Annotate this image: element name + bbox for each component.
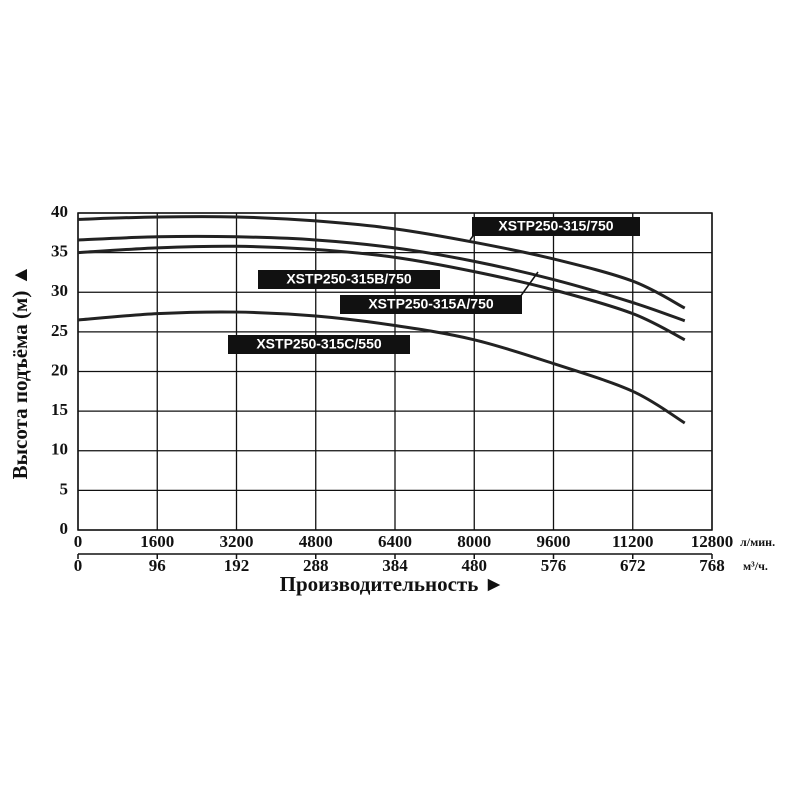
x2-tick-label: 0 xyxy=(74,556,83,575)
curve-label: XSTP250-315C/550 xyxy=(256,336,382,352)
x2-tick-label: 672 xyxy=(620,556,646,575)
y-tick-label: 15 xyxy=(51,400,68,419)
x2-tick-label: 192 xyxy=(224,556,250,575)
y-tick-label: 35 xyxy=(51,242,68,261)
curve xyxy=(77,244,686,342)
x2-tick-label: 576 xyxy=(541,556,567,575)
x-tick-label: 8000 xyxy=(457,532,491,551)
x2-tick-label: 96 xyxy=(149,556,166,575)
x-tick-label: 9600 xyxy=(537,532,571,551)
x-tick-label: 0 xyxy=(74,532,83,551)
curve-label: XSTP250-315B/750 xyxy=(286,271,412,287)
x-tick-label: 1600 xyxy=(140,532,174,551)
plot-frame xyxy=(77,212,713,531)
x-tick-label: 12800 xyxy=(691,532,734,551)
curve-label-box xyxy=(228,335,410,354)
x-tick-label: 11200 xyxy=(612,532,654,551)
x2-unit: м³/ч. xyxy=(743,559,768,573)
x-tick-label: 6400 xyxy=(378,532,412,551)
y-tick-label: 0 xyxy=(60,519,69,538)
curve xyxy=(77,310,686,425)
y-axis-title: Высота подъёма (м) ▲ xyxy=(8,265,32,480)
curve-label: XSTP250-315A/750 xyxy=(368,296,494,312)
y-tick-label: 25 xyxy=(51,321,68,340)
curve-label-box xyxy=(472,217,640,236)
x-unit: л/мин. xyxy=(740,535,775,549)
leader-line xyxy=(519,271,539,298)
x-tick-label: 4800 xyxy=(299,532,333,551)
x-axis-title: Производительность ► xyxy=(280,572,505,596)
y-tick-label: 20 xyxy=(51,360,68,379)
curve xyxy=(77,234,686,323)
curve-label: XSTP250-315/750 xyxy=(498,218,613,234)
curve-label-box xyxy=(258,270,440,289)
y-tick-label: 10 xyxy=(51,440,68,459)
x2-tick-label: 384 xyxy=(382,556,408,575)
y-tick-label: 5 xyxy=(60,479,69,498)
x2-tick-label: 768 xyxy=(699,556,725,575)
x2-tick-label: 480 xyxy=(462,556,488,575)
curve-label-box xyxy=(340,295,522,314)
x-tick-label: 3200 xyxy=(220,532,254,551)
x2-tick-label: 288 xyxy=(303,556,329,575)
y-tick-label: 40 xyxy=(51,202,68,221)
curve xyxy=(77,215,686,310)
y-tick-label: 30 xyxy=(51,281,68,300)
